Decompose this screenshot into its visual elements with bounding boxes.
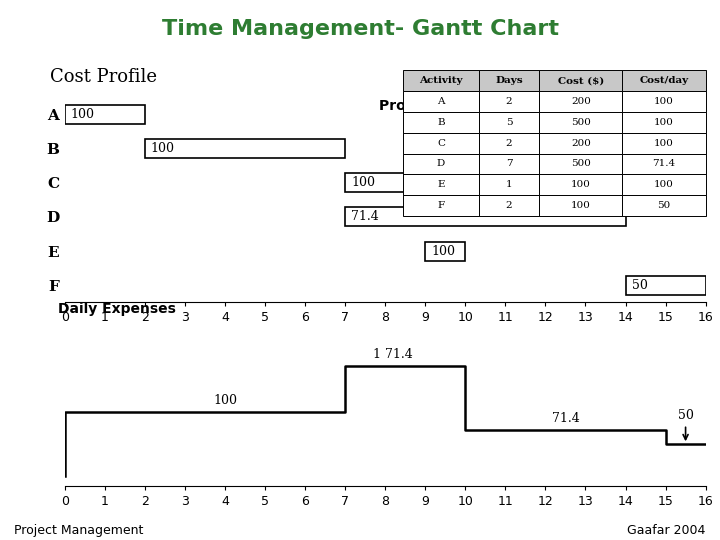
- Text: 100: 100: [431, 245, 455, 258]
- Text: Cost/day: Cost/day: [639, 76, 688, 85]
- Bar: [623, 91, 706, 112]
- Bar: [479, 153, 539, 174]
- Bar: [623, 70, 706, 91]
- Text: 2: 2: [505, 97, 513, 106]
- Bar: [403, 153, 479, 174]
- Text: 71.4: 71.4: [552, 412, 580, 426]
- Bar: [626, 276, 706, 295]
- Text: 500: 500: [571, 159, 591, 168]
- Text: Project Schedule: Project Schedule: [379, 99, 511, 113]
- Bar: [623, 133, 706, 153]
- Bar: [345, 173, 426, 192]
- Text: Daily Expenses: Daily Expenses: [58, 301, 176, 315]
- Bar: [145, 139, 345, 158]
- Text: 100: 100: [351, 176, 375, 189]
- Text: 500: 500: [571, 118, 591, 127]
- Text: 100: 100: [654, 180, 674, 189]
- Text: 50: 50: [678, 409, 693, 440]
- Bar: [539, 153, 622, 174]
- Text: 200: 200: [571, 97, 591, 106]
- Text: F: F: [438, 201, 444, 210]
- Text: 100: 100: [654, 118, 674, 127]
- Text: 100: 100: [654, 97, 674, 106]
- Bar: [623, 174, 706, 195]
- Text: Activity: Activity: [419, 76, 463, 85]
- Bar: [539, 91, 622, 112]
- Bar: [479, 174, 539, 195]
- Bar: [403, 70, 479, 91]
- Bar: [539, 174, 622, 195]
- Text: D: D: [437, 159, 445, 168]
- Bar: [479, 133, 539, 153]
- Bar: [403, 112, 479, 133]
- Text: 71.4: 71.4: [652, 159, 675, 168]
- Bar: [623, 153, 706, 174]
- Text: 100: 100: [213, 394, 237, 407]
- Text: 5: 5: [505, 118, 513, 127]
- Text: 100: 100: [654, 139, 674, 147]
- Bar: [65, 105, 145, 124]
- Text: B: B: [437, 118, 445, 127]
- Text: Cost ($): Cost ($): [558, 76, 604, 85]
- Text: Project Management: Project Management: [14, 524, 144, 537]
- Bar: [479, 195, 539, 216]
- Bar: [403, 133, 479, 153]
- Text: 50: 50: [657, 201, 670, 210]
- Bar: [479, 112, 539, 133]
- Bar: [479, 91, 539, 112]
- Bar: [479, 70, 539, 91]
- Bar: [539, 70, 622, 91]
- Text: Cost Profile: Cost Profile: [50, 68, 158, 85]
- Text: 1: 1: [505, 180, 513, 189]
- Bar: [539, 195, 622, 216]
- Text: Days: Days: [495, 76, 523, 85]
- Bar: [403, 195, 479, 216]
- Text: 50: 50: [631, 279, 647, 292]
- Text: A: A: [437, 97, 445, 106]
- Bar: [623, 112, 706, 133]
- Text: 1 71.4: 1 71.4: [374, 348, 413, 361]
- Text: 200: 200: [571, 139, 591, 147]
- Text: 71.4: 71.4: [351, 211, 379, 224]
- Text: 2: 2: [505, 139, 513, 147]
- Text: 7: 7: [505, 159, 513, 168]
- Text: 100: 100: [151, 142, 175, 155]
- Bar: [403, 91, 479, 112]
- Text: Gaafar 2004: Gaafar 2004: [627, 524, 706, 537]
- Bar: [345, 207, 626, 226]
- Text: 100: 100: [571, 180, 591, 189]
- Bar: [426, 242, 465, 260]
- Text: 2: 2: [505, 201, 513, 210]
- Text: 100: 100: [71, 108, 95, 121]
- Bar: [623, 195, 706, 216]
- Bar: [403, 174, 479, 195]
- Text: E: E: [437, 180, 445, 189]
- Bar: [539, 112, 622, 133]
- Text: 100: 100: [571, 201, 591, 210]
- Text: C: C: [437, 139, 445, 147]
- Bar: [539, 133, 622, 153]
- Text: Time Management- Gantt Chart: Time Management- Gantt Chart: [161, 19, 559, 39]
